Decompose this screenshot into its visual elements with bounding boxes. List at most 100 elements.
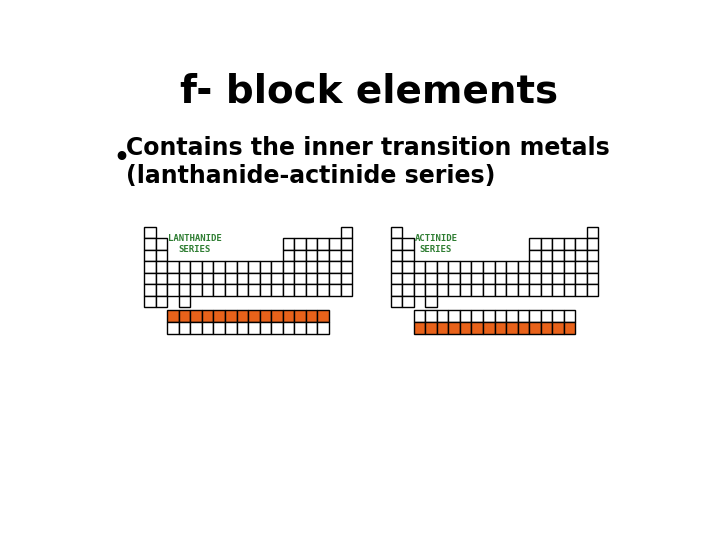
Bar bbox=[144, 284, 156, 296]
Bar bbox=[306, 249, 318, 261]
Bar bbox=[202, 273, 213, 284]
Bar bbox=[167, 261, 179, 273]
Bar bbox=[294, 273, 306, 284]
Bar bbox=[402, 261, 414, 273]
Bar bbox=[506, 310, 518, 322]
Bar bbox=[306, 273, 318, 284]
Bar bbox=[449, 261, 460, 273]
Bar bbox=[495, 310, 506, 322]
Bar bbox=[587, 238, 598, 249]
Bar bbox=[552, 273, 564, 284]
Bar bbox=[390, 238, 402, 249]
Bar bbox=[341, 226, 352, 238]
Bar bbox=[341, 249, 352, 261]
Bar bbox=[541, 238, 552, 249]
Bar bbox=[271, 284, 283, 296]
Bar bbox=[414, 310, 426, 322]
Bar bbox=[402, 296, 414, 307]
Bar bbox=[552, 322, 564, 334]
Bar bbox=[564, 249, 575, 261]
Bar bbox=[426, 284, 437, 296]
Bar bbox=[426, 310, 437, 322]
Bar bbox=[552, 249, 564, 261]
Bar bbox=[552, 284, 564, 296]
Bar bbox=[575, 284, 587, 296]
Bar bbox=[495, 261, 506, 273]
Bar bbox=[552, 238, 564, 249]
Bar bbox=[271, 261, 283, 273]
Bar bbox=[506, 284, 518, 296]
Bar bbox=[237, 284, 248, 296]
Bar bbox=[541, 284, 552, 296]
Bar bbox=[437, 261, 449, 273]
Bar bbox=[318, 261, 329, 273]
Bar bbox=[390, 249, 402, 261]
Bar bbox=[529, 284, 541, 296]
Bar bbox=[283, 310, 294, 322]
Text: •: • bbox=[113, 146, 130, 170]
Bar bbox=[329, 261, 341, 273]
Bar bbox=[390, 261, 402, 273]
Bar bbox=[587, 249, 598, 261]
Bar bbox=[460, 284, 472, 296]
Bar bbox=[179, 322, 190, 334]
Bar bbox=[294, 284, 306, 296]
Bar bbox=[190, 322, 202, 334]
Bar bbox=[575, 249, 587, 261]
Bar bbox=[506, 261, 518, 273]
Bar bbox=[402, 238, 414, 249]
Bar bbox=[426, 261, 437, 273]
Bar bbox=[225, 322, 237, 334]
Bar bbox=[541, 249, 552, 261]
Bar bbox=[225, 310, 237, 322]
Bar bbox=[190, 310, 202, 322]
Bar bbox=[437, 322, 449, 334]
Bar bbox=[144, 249, 156, 261]
Bar bbox=[294, 261, 306, 273]
Bar bbox=[271, 273, 283, 284]
Bar bbox=[402, 284, 414, 296]
Bar bbox=[318, 238, 329, 249]
Bar bbox=[390, 296, 402, 307]
Bar bbox=[213, 310, 225, 322]
Bar bbox=[529, 261, 541, 273]
Bar bbox=[225, 273, 237, 284]
Bar bbox=[329, 273, 341, 284]
Bar bbox=[156, 296, 167, 307]
Bar bbox=[390, 284, 402, 296]
Bar bbox=[144, 273, 156, 284]
Bar bbox=[518, 261, 529, 273]
Bar bbox=[564, 261, 575, 273]
Bar bbox=[179, 296, 190, 307]
Bar bbox=[587, 284, 598, 296]
Bar bbox=[506, 322, 518, 334]
Bar bbox=[318, 322, 329, 334]
Bar bbox=[341, 284, 352, 296]
Bar bbox=[190, 273, 202, 284]
Bar bbox=[518, 284, 529, 296]
Bar bbox=[390, 273, 402, 284]
Bar bbox=[575, 238, 587, 249]
Text: f- block elements: f- block elements bbox=[180, 73, 558, 111]
Bar bbox=[518, 273, 529, 284]
Bar bbox=[564, 310, 575, 322]
Bar bbox=[260, 284, 271, 296]
Bar bbox=[213, 322, 225, 334]
Bar bbox=[587, 226, 598, 238]
Bar bbox=[283, 322, 294, 334]
Bar bbox=[271, 310, 283, 322]
Bar bbox=[529, 322, 541, 334]
Bar bbox=[483, 310, 495, 322]
Bar bbox=[248, 261, 260, 273]
Bar bbox=[156, 238, 167, 249]
Bar bbox=[294, 249, 306, 261]
Bar bbox=[564, 284, 575, 296]
Bar bbox=[414, 322, 426, 334]
Bar bbox=[329, 249, 341, 261]
Bar bbox=[564, 238, 575, 249]
Bar bbox=[306, 310, 318, 322]
Bar bbox=[460, 310, 472, 322]
Bar bbox=[472, 261, 483, 273]
Bar bbox=[449, 273, 460, 284]
Bar bbox=[179, 261, 190, 273]
